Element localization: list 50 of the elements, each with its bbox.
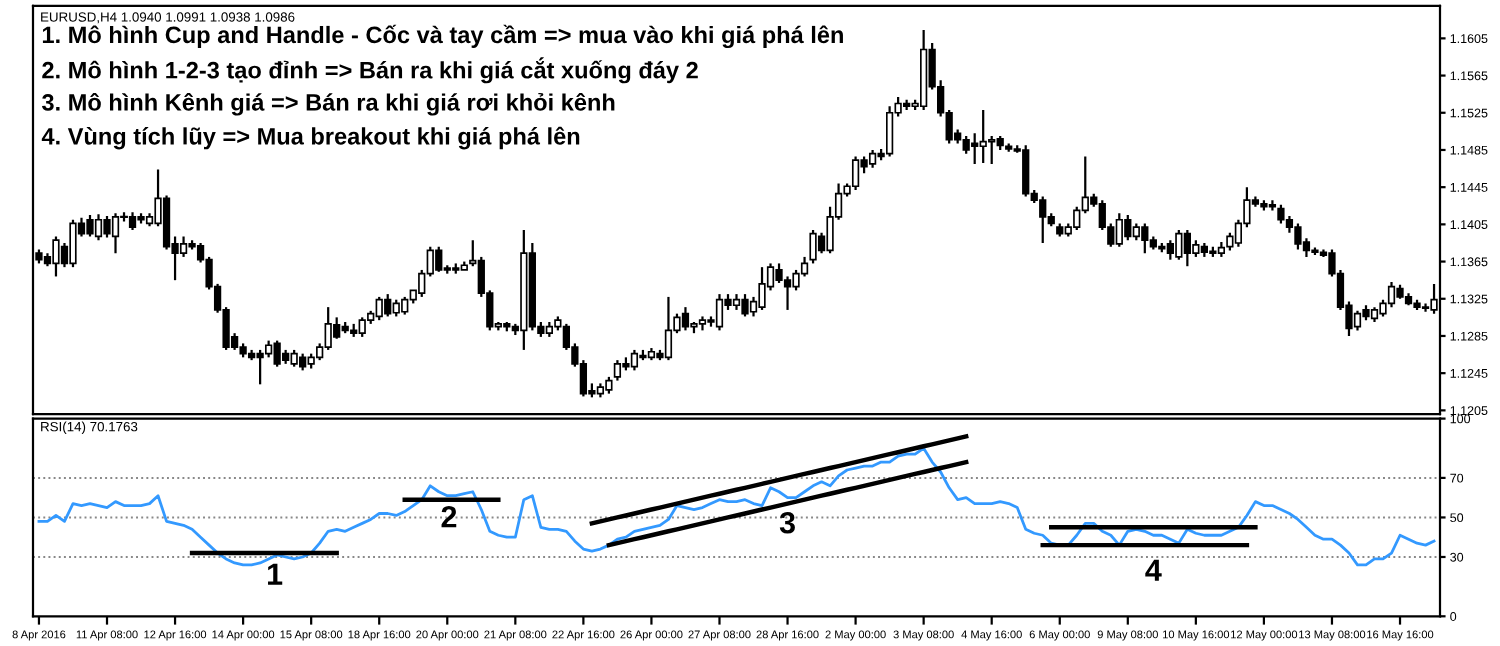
annotation: 3 <box>779 511 795 534</box>
annotation: 3. Mô hình Kênh giá => Bán ra khi giá rơi khỏi kênh <box>41 92 615 116</box>
candlestick <box>1115 212 1123 248</box>
candlestick <box>1073 205 1081 232</box>
candlestick <box>111 212 120 255</box>
annotation: 4 <box>1145 559 1162 581</box>
annotation: 2 <box>441 505 457 528</box>
candlestick <box>979 108 987 165</box>
candlestick <box>375 295 383 322</box>
candlestick <box>1294 222 1302 251</box>
candlestick <box>94 213 103 242</box>
candlestick <box>1183 228 1191 268</box>
candlestick <box>384 293 392 318</box>
candlestick <box>256 348 264 386</box>
candlestick <box>179 235 188 259</box>
annotation: 2. Mô hình 1-2-3 tạo đỉnh => Bán ra khi giá cắt xuống đáy 2 <box>42 57 698 84</box>
candlestick <box>1387 280 1396 309</box>
candlestick <box>681 306 690 332</box>
candlestick <box>1353 309 1362 332</box>
annotation: 1 <box>268 563 283 585</box>
candlestick <box>358 316 366 339</box>
candlestick <box>435 245 443 273</box>
candlestick <box>741 293 749 318</box>
candlestick <box>69 218 77 269</box>
candlestick <box>630 348 639 372</box>
candlestick <box>103 214 111 239</box>
candlestick <box>324 306 332 352</box>
candlestick <box>1141 222 1149 255</box>
candlestick <box>783 275 792 312</box>
candlestick <box>86 213 94 238</box>
annotation: 1. Mô hình Cup and Handle - Cốc và tay cầm => mua vào khi giá phá lên <box>42 24 843 49</box>
candlestick <box>1277 203 1285 225</box>
candlestick <box>885 105 894 158</box>
candlestick <box>273 339 281 368</box>
candlestick <box>1166 239 1174 261</box>
candlestick <box>851 155 860 192</box>
candlestick <box>988 134 996 166</box>
candlestick <box>758 266 766 312</box>
candlestick <box>52 235 60 278</box>
candlestick <box>1175 228 1183 261</box>
candlestick <box>333 316 341 340</box>
candlestick <box>971 132 979 166</box>
candlestick <box>1421 302 1430 313</box>
candlestick <box>1039 195 1047 245</box>
candlestick <box>1022 144 1030 198</box>
candlestick <box>1124 213 1132 242</box>
candlestick <box>664 295 673 362</box>
annotation: 4. Vùng tích lũy => Mua breakout khi giá phá lên <box>41 126 580 150</box>
candlestick <box>715 293 724 332</box>
line-series <box>606 459 969 548</box>
